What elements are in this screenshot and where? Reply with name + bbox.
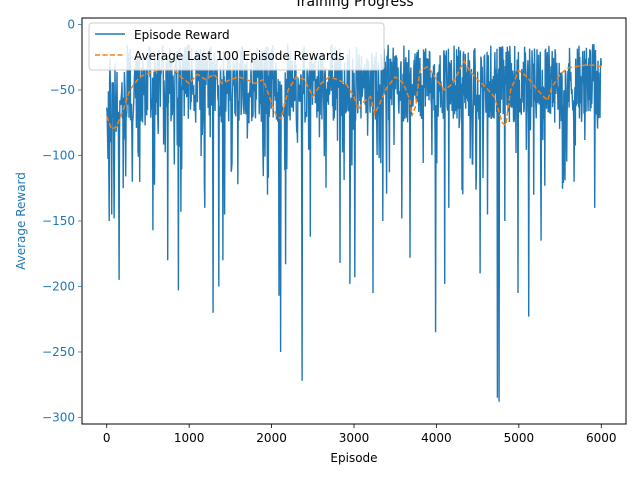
y-tick-label: −100: [42, 149, 75, 163]
y-tick-label: −150: [42, 214, 75, 228]
legend-label-average: Average Last 100 Episode Rewards: [134, 49, 345, 63]
x-tick-label: 0: [103, 431, 111, 445]
x-tick-label: 1000: [174, 431, 205, 445]
y-axis-title: Average Reward: [14, 172, 28, 270]
x-tick-label: 3000: [339, 431, 370, 445]
legend-box: [88, 22, 385, 71]
legend-label-episode-reward: Episode Reward: [134, 28, 230, 42]
x-axis-title: Episode: [330, 451, 377, 465]
x-axis: 0 1000 2000 3000 4000 5000 6000: [103, 424, 617, 445]
x-tick-label: 5000: [504, 431, 535, 445]
y-tick-label: −250: [42, 345, 75, 359]
y-tick-label: 0: [67, 18, 75, 32]
legend: Episode Reward Average Last 100 Episode …: [88, 22, 385, 71]
y-tick-label: −300: [42, 410, 75, 424]
chart-title: Training Progress: [293, 0, 413, 10]
series-average-reward-line: [105, 59, 602, 131]
x-tick-label: 6000: [586, 431, 617, 445]
x-tick-label: 4000: [421, 431, 452, 445]
y-tick-label: −200: [42, 279, 75, 293]
x-tick-label: 2000: [256, 431, 287, 445]
y-axis: 0 −50 −100 −150 −200 −250 −300: [42, 18, 82, 424]
y-tick-label: −50: [50, 83, 75, 97]
